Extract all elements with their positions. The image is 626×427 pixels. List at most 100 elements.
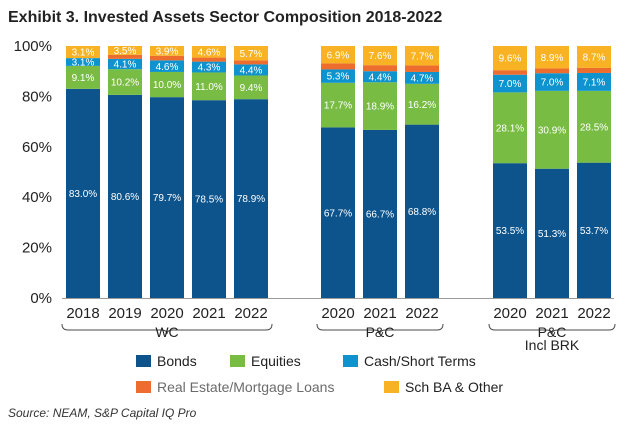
data-label: 28.1% <box>496 123 524 134</box>
legend-swatch <box>230 355 245 367</box>
data-label: 6.9% <box>327 50 350 61</box>
data-label: 4.6% <box>156 62 179 73</box>
legend-label: Equities <box>251 353 301 369</box>
bars: 83.0% 9.1% 3.1%3.1% 80.6% 10.2% 4.1% 3.5% 79.7%… <box>62 46 614 299</box>
bar-segment <box>66 65 100 89</box>
bar-segment <box>192 72 226 101</box>
bar-segment <box>535 73 569 91</box>
category-label: 2021 <box>363 305 396 322</box>
y-tick-label: 40% <box>22 189 52 206</box>
x-axis: 2018 2019 2020 2021 2022 WC 2020 2021 2022 P&C 202… <box>61 305 616 353</box>
data-label: 3.9% <box>156 47 179 58</box>
data-label: 51.3% <box>538 229 566 240</box>
bar-segment <box>108 94 142 298</box>
bar-segment <box>321 46 355 64</box>
data-label: 4.7% <box>411 73 434 84</box>
bar-segment <box>363 46 397 66</box>
bar-segment <box>493 163 527 298</box>
bar-segment <box>405 71 439 84</box>
bar-segment <box>405 124 439 299</box>
data-label: 8.7% <box>583 53 606 64</box>
legend: Bonds Equities Cash/Short Terms Real Estate… <box>136 353 503 395</box>
data-label: 53.5% <box>496 226 524 237</box>
data-label: 79.7% <box>153 193 181 204</box>
bar-segment <box>363 71 397 83</box>
data-label: 17.7% <box>324 101 352 112</box>
bar-segment <box>150 97 184 298</box>
bar-segment <box>577 67 611 73</box>
bar-segment <box>234 99 268 298</box>
bar-segment <box>108 46 142 55</box>
data-label: 3.5% <box>114 46 137 57</box>
data-label: 83.0% <box>69 189 97 200</box>
bar-segment <box>363 82 397 130</box>
data-label: 9.6% <box>499 54 522 65</box>
bar-segment <box>493 70 527 75</box>
bar-segment <box>577 162 611 298</box>
bar-segment <box>493 46 527 71</box>
category-label: 2020 <box>493 305 526 322</box>
data-label: 4.3% <box>198 63 221 74</box>
bar-segment <box>535 168 569 298</box>
bar-segment <box>66 88 100 298</box>
bar-segment <box>405 46 439 66</box>
data-label: 11.0% <box>195 82 223 93</box>
bar-segment <box>577 90 611 163</box>
bar-segment <box>321 82 355 128</box>
bar-segment <box>405 83 439 125</box>
bar-segment <box>234 75 268 100</box>
data-label: 7.0% <box>499 79 522 90</box>
bar-segment <box>577 72 611 91</box>
data-label: 78.9% <box>237 194 265 205</box>
legend-label: Real Estate/Mortgage Loans <box>157 379 334 395</box>
category-label: 2019 <box>108 305 141 322</box>
bar-segment <box>363 65 397 72</box>
data-label: 18.9% <box>366 102 394 113</box>
bar-segment <box>192 46 226 58</box>
category-label: 2020 <box>321 305 354 322</box>
data-label: 10.2% <box>111 78 139 89</box>
data-label: 8.9% <box>541 53 564 64</box>
bar-segment <box>535 90 569 169</box>
data-label: 9.4% <box>240 83 263 94</box>
data-label: 4.4% <box>369 72 392 83</box>
data-label: 10.0% <box>153 80 181 91</box>
bar-segment <box>150 55 184 61</box>
data-label: 4.4% <box>240 66 263 77</box>
bar-segment <box>535 68 569 74</box>
y-tick-label: 100% <box>14 38 52 55</box>
category-label: 2022 <box>234 305 267 322</box>
group-label: P&C <box>538 324 567 340</box>
data-label: 5.7% <box>240 49 263 60</box>
data-label: 53.7% <box>580 226 608 237</box>
data-label: 3.1% <box>72 48 95 59</box>
category-label: 2021 <box>535 305 568 322</box>
group-bracket <box>488 323 616 335</box>
bar-segment <box>493 74 527 93</box>
category-label: 2021 <box>192 305 225 322</box>
category-label: 2022 <box>405 305 438 322</box>
data-label: 7.6% <box>369 51 392 62</box>
data-label: 4.1% <box>114 60 137 71</box>
bar-segment <box>234 46 268 61</box>
group-bracket <box>61 323 273 335</box>
bar-segment <box>66 58 100 66</box>
y-axis: 0% 20% 40% 60% 80% 100% <box>14 38 52 307</box>
legend-label: Cash/Short Terms <box>364 353 476 369</box>
data-label: 78.5% <box>195 195 223 206</box>
data-label: 5.3% <box>327 72 350 83</box>
bar-segment <box>234 64 268 76</box>
bar-segment <box>577 46 611 68</box>
data-label: 3.1% <box>72 58 95 69</box>
bar-segment <box>108 58 142 70</box>
group-sublabel: Incl BRK <box>525 337 580 353</box>
y-tick-label: 60% <box>22 139 52 156</box>
bar-segment <box>150 60 184 72</box>
data-label: 30.9% <box>538 125 566 136</box>
group-bracket <box>316 323 444 335</box>
legend-label: Sch BA & Other <box>405 379 503 395</box>
data-label: 9.1% <box>72 73 95 84</box>
y-tick-label: 20% <box>22 240 52 257</box>
bar-segment <box>108 69 142 95</box>
